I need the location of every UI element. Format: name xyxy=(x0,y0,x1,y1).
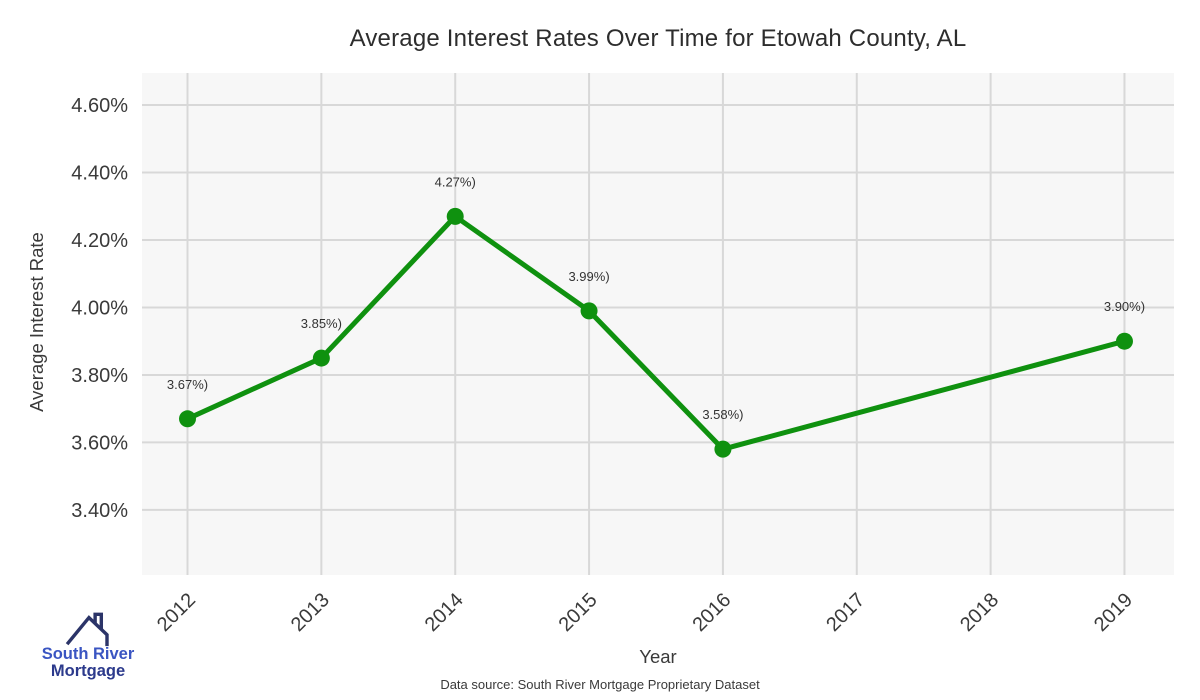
x-tick-label: 2012 xyxy=(153,589,200,636)
y-tick-label: 3.80% xyxy=(71,365,128,387)
x-tick-label: 2018 xyxy=(956,589,1003,636)
plot-panel xyxy=(142,73,1174,575)
logo-text-line2: Mortgage xyxy=(50,662,126,681)
house-roof-icon xyxy=(65,612,109,647)
point-value-label: 4.27%) xyxy=(435,174,476,189)
y-tick-label: 4.40% xyxy=(71,163,128,185)
x-axis-label: Year xyxy=(639,646,677,667)
y-tick-label: 3.40% xyxy=(71,500,128,522)
chart-title: Average Interest Rates Over Time for Eto… xyxy=(349,25,967,52)
logo-text-line1: South River xyxy=(41,645,135,663)
data-point xyxy=(1115,332,1133,350)
data-source-note: Data source: South River Mortgage Propri… xyxy=(440,677,760,692)
point-value-label: 3.99%) xyxy=(568,269,609,284)
point-value-label: 3.85%) xyxy=(301,316,342,331)
data-point xyxy=(580,302,598,320)
point-value-label: 3.67%) xyxy=(167,377,208,392)
south-river-mortgage-logo: South River Mortgage xyxy=(28,610,148,681)
x-tick-label: 2016 xyxy=(688,589,735,636)
y-tick-label: 3.60% xyxy=(71,432,128,454)
y-tick-label: 4.00% xyxy=(71,297,128,319)
x-tick-label: 2013 xyxy=(287,589,334,636)
data-line xyxy=(185,213,1127,452)
point-value-label: 3.90%) xyxy=(1104,299,1145,314)
y-tick-label: 4.60% xyxy=(71,95,128,117)
data-point xyxy=(312,349,330,367)
data-point xyxy=(179,410,197,428)
x-tick-label: 2015 xyxy=(555,589,602,636)
x-tick-label: 2019 xyxy=(1090,589,1137,636)
x-tick-label: 2014 xyxy=(421,589,468,636)
point-value-label: 3.58%) xyxy=(702,407,743,422)
x-tick-label: 2017 xyxy=(822,589,869,636)
data-point xyxy=(446,207,464,225)
y-tick-label: 4.20% xyxy=(71,230,128,252)
data-point xyxy=(714,440,732,458)
